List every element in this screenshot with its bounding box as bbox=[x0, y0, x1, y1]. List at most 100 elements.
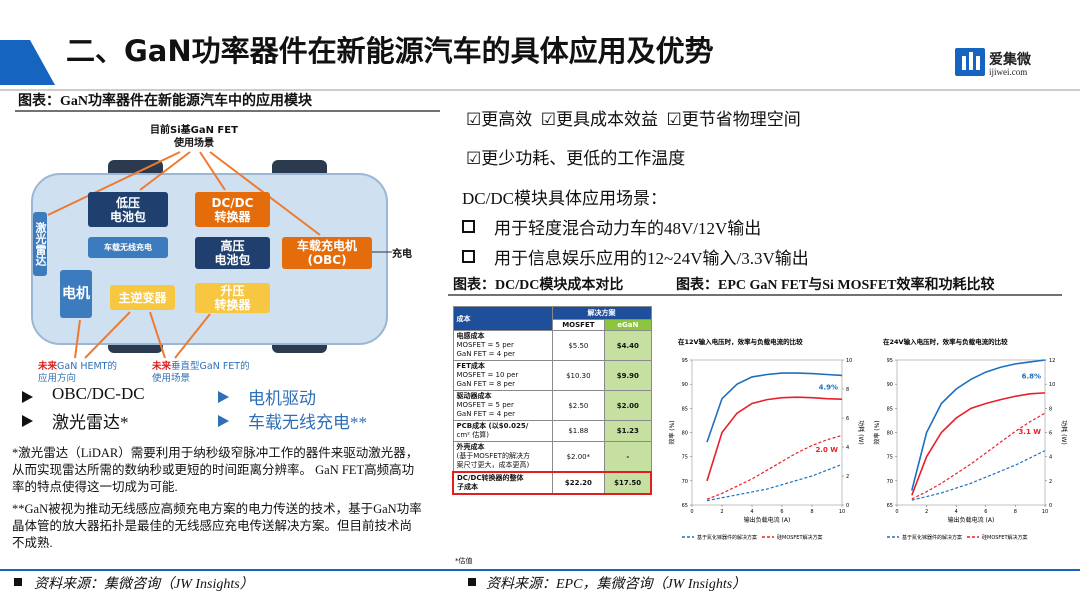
diagram-label: 充电 bbox=[392, 249, 412, 260]
text: 目前Si基GaN FET bbox=[150, 125, 238, 136]
y2-tick-label: 4 bbox=[846, 445, 849, 451]
caption: 图表：DC/DC模块成本对比 bbox=[453, 278, 624, 293]
row: PCB成本 (以$0.025/cm² 估算) $1.88 $1.23 bbox=[452, 420, 652, 442]
note: **GaN被视为推动无线感应高频充电方案的电力传送的技术，基于GaN功率晶体管的… bbox=[12, 502, 422, 550]
text: GaN FET = 4 per bbox=[456, 350, 516, 358]
text: GaN HEMT的 bbox=[57, 361, 117, 372]
bullet: 车载无线充电** bbox=[248, 413, 367, 432]
series-line bbox=[706, 372, 843, 443]
text: (基于MOSFET的解决方 bbox=[456, 452, 530, 460]
cell: 电感成本 MOSFET = 5 per GaN FET = 4 per bbox=[452, 330, 553, 361]
row: 驱动器成本 MOSFET = 5 per GaN FET = 4 per $2.50 $… bbox=[452, 390, 652, 421]
y2-tick-label: 10 bbox=[846, 358, 852, 364]
x-tick-label: 4 bbox=[955, 509, 958, 515]
y-tick-label: 95 bbox=[682, 358, 688, 364]
row: 外壳成本 (基于MOSFET的解决方 案尺寸更大，成本更高) $2.00* - bbox=[452, 441, 652, 473]
legend-label: 基于氮化镓器件的解决方案 bbox=[902, 534, 962, 541]
annotation: 6.8% bbox=[1022, 372, 1041, 380]
text: 电感成本 bbox=[456, 332, 485, 340]
cell: $2.50 bbox=[551, 390, 606, 421]
block: 升压 转换器 bbox=[195, 283, 270, 313]
block: 电机 bbox=[60, 270, 92, 318]
text: 电机 bbox=[62, 286, 90, 302]
source-icon bbox=[14, 578, 22, 586]
row: 电感成本 MOSFET = 5 per GaN FET = 4 per $5.50 $4… bbox=[452, 330, 652, 361]
text: 案尺寸更大，成本更高) bbox=[456, 461, 530, 469]
cell: $9.90 bbox=[604, 360, 652, 391]
row: DC/DC转换器的整体 子成本 $22.20 $17.50 bbox=[452, 471, 653, 495]
dcdc-title: DC/DC模块具体应用场景： bbox=[462, 189, 667, 208]
text: DC/DC转换器的整体 bbox=[457, 474, 524, 482]
table-footnote: *估值 bbox=[455, 557, 473, 565]
x-axis-label: 输出负载电流 (A) bbox=[744, 516, 791, 524]
series-line bbox=[911, 359, 1046, 491]
source: 资料来源：集微咨询（JW Insights） bbox=[34, 577, 254, 592]
y-tick-label: 70 bbox=[682, 479, 688, 485]
y-tick-label: 90 bbox=[682, 382, 688, 388]
cell: $17.50 bbox=[604, 471, 653, 495]
caption: 图表：GaN功率器件在新能源汽车中的应用模块 bbox=[18, 94, 312, 109]
logo-name: 爱集微 bbox=[989, 52, 1031, 68]
y2-tick-label: 8 bbox=[1049, 406, 1052, 412]
y-tick-label: 85 bbox=[887, 406, 893, 412]
block: 激光雷达 bbox=[33, 212, 47, 276]
x-tick-label: 8 bbox=[810, 509, 813, 515]
text: (OBC) bbox=[307, 253, 347, 267]
y-tick-label: 95 bbox=[887, 358, 893, 364]
y-tick-label: 80 bbox=[887, 431, 893, 437]
bullet: 激光雷达* bbox=[52, 413, 129, 432]
text: PCB成本 (以$0.025/ bbox=[456, 422, 529, 430]
text: FET成本 bbox=[456, 362, 485, 370]
text: 激光雷达 bbox=[34, 222, 47, 266]
x-tick-label: 2 bbox=[925, 509, 928, 515]
cell: 成本 bbox=[452, 306, 553, 331]
block: 高压 电池包 bbox=[195, 237, 270, 269]
text: 使用场景 bbox=[152, 373, 191, 384]
y-axis-label: 效率 (%) bbox=[873, 420, 881, 444]
logo-icon-bar bbox=[969, 52, 973, 70]
check: ☑更少功耗、更低的工作温度 bbox=[466, 149, 686, 168]
series-line bbox=[706, 434, 843, 500]
series-line bbox=[706, 396, 843, 482]
text: cm² 估算) bbox=[456, 431, 489, 439]
y-tick-label: 90 bbox=[887, 382, 893, 388]
check: ☑更高效 bbox=[466, 110, 533, 129]
text: 车载无线充电 bbox=[104, 242, 152, 252]
caption: 图表：EPC GaN FET与Si MOSFET效率和功耗比较 bbox=[676, 278, 995, 293]
cell: $1.23 bbox=[604, 420, 652, 442]
cell: 驱动器成本 MOSFET = 5 per GaN FET = 4 per bbox=[452, 390, 553, 421]
text: MOSFET = 5 per bbox=[456, 401, 514, 409]
text: 高压 bbox=[220, 239, 245, 253]
y2-tick-label: 6 bbox=[846, 416, 849, 422]
logo-icon-bar bbox=[962, 56, 966, 70]
cell: eGaN bbox=[604, 319, 652, 331]
cost-table: 成本 解决方案 MOSFET eGaN 电感成本 MOSFET = 5 per Ga… bbox=[452, 306, 653, 495]
text: 垂直型GaN FET的 bbox=[171, 361, 250, 372]
source-icon bbox=[468, 578, 476, 586]
diagram-label: 未来GaN HEMT的 应用方向 bbox=[38, 361, 117, 385]
row: MOSFET eGaN bbox=[453, 319, 652, 331]
y-tick-label: 65 bbox=[682, 503, 688, 509]
check-row: ☑更高效 ☑更具成本效益 ☑更节省物理空间 bbox=[466, 105, 801, 130]
cell: FET成本 MOSFET = 10 per GaN FET = 8 per bbox=[452, 360, 553, 391]
row: 成本 解决方案 bbox=[452, 306, 652, 331]
cell: MOSFET bbox=[551, 319, 606, 331]
check: ☑更节省物理空间 bbox=[666, 110, 801, 129]
text: GaN FET = 8 per bbox=[456, 380, 516, 388]
text: 低压 bbox=[115, 195, 140, 210]
legend-label: 基于氮化镓器件的解决方案 bbox=[697, 534, 757, 541]
dcdc-item: 用于信息娱乐应用的12~24V输入/3.3V输出 bbox=[494, 249, 809, 268]
text: 转换器 bbox=[214, 298, 251, 312]
logo-url: ijiwei.com bbox=[989, 67, 1028, 77]
check-row: ☑更少功耗、更低的工作温度 bbox=[466, 144, 685, 169]
x-tick-label: 8 bbox=[1014, 509, 1017, 515]
y2-tick-label: 12 bbox=[1049, 358, 1055, 364]
legend-label: 硅MOSFET解决方案 bbox=[982, 534, 1028, 541]
text: 电池包 bbox=[214, 253, 251, 267]
text: 未来 bbox=[152, 361, 172, 372]
x-axis-label: 输出负载电流 (A) bbox=[948, 516, 995, 524]
bullet-icon bbox=[462, 220, 475, 233]
cell: - bbox=[604, 441, 652, 473]
